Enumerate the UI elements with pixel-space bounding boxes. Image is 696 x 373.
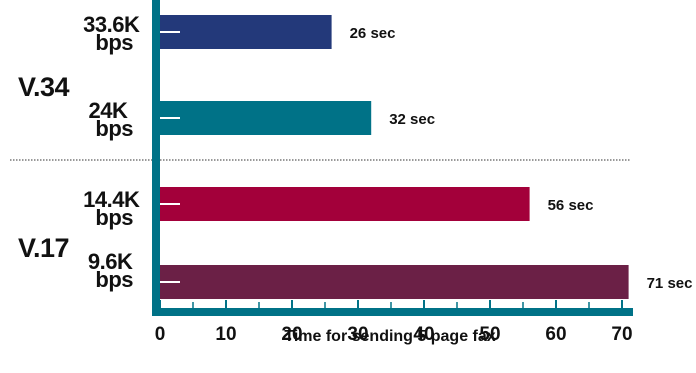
bar-value-label-1: 32 sec — [389, 111, 435, 128]
y-axis-line — [152, 0, 160, 316]
category-label-24k: 24K bps — [89, 98, 134, 141]
bar-1 — [160, 101, 372, 135]
category-label-33-6k: 33.6K bps — [83, 12, 145, 55]
bar-value-label-2: 56 sec — [548, 197, 594, 214]
x-tick-label-70: 70 — [611, 324, 632, 345]
x-tick-label-10: 10 — [215, 324, 236, 345]
group-label-v34: V.34 — [18, 72, 70, 102]
x-tick-label-40: 40 — [413, 324, 434, 345]
bar-3 — [160, 265, 629, 299]
x-tick-label-60: 60 — [545, 324, 566, 345]
bar-value-label-3: 71 sec — [647, 275, 693, 292]
x-axis-title: Time for sending 5 page fax — [284, 328, 495, 345]
group-label-v17: V.17 — [18, 233, 69, 263]
bar-value-label-0: 26 sec — [350, 25, 396, 42]
category-label-14-4k: 14.4K bps — [83, 187, 145, 230]
bar-2 — [160, 187, 530, 221]
x-tick-label-50: 50 — [479, 324, 500, 345]
bar-0 — [160, 15, 332, 49]
x-tick-label-30: 30 — [347, 324, 368, 345]
category-label-9-6k: 9.6K bps — [88, 249, 138, 292]
x-axis-line — [152, 308, 633, 316]
x-tick-label-0: 0 — [155, 324, 166, 345]
x-tick-label-20: 20 — [281, 324, 302, 345]
